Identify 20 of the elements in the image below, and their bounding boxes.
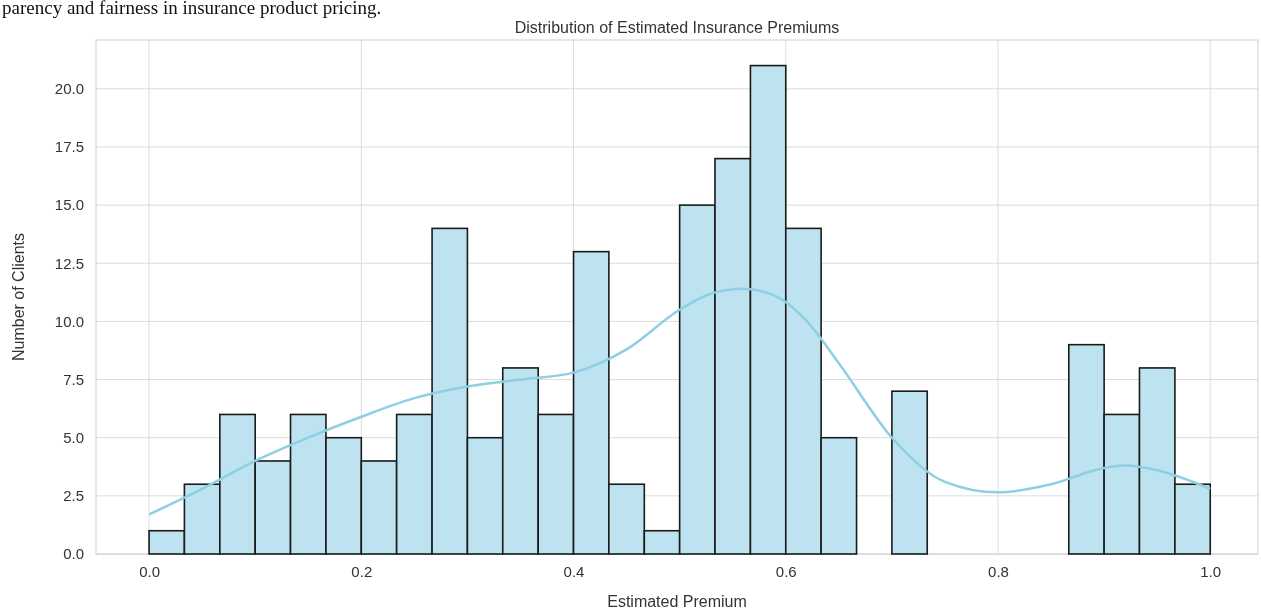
- text: parency and fairness in insurance product pricing.: [2, 0, 382, 18]
- x-tick-label: 1.0: [1200, 562, 1222, 580]
- y-tick-label: 17.5: [54, 138, 84, 156]
- x-axis-title: Estimated Premium: [607, 593, 747, 610]
- x-tick-label: 0.2: [351, 562, 373, 580]
- line-series: [147, 287, 1212, 516]
- x-tick-label: 0.4: [563, 562, 585, 580]
- y-tick-label: 0.0: [63, 545, 84, 563]
- chart-title: Distribution of Estimated Insurance Premiums: [514, 19, 840, 36]
- x-tick-label: 0.6: [775, 562, 797, 580]
- y-tick-label: 2.5: [63, 487, 84, 505]
- x-tick-label: 0.0: [139, 562, 160, 580]
- y-tick-label: 15.0: [54, 196, 84, 214]
- y-tick-label: 20.0: [54, 80, 84, 98]
- x-tick-label: 0.8: [988, 562, 1009, 580]
- y-axis-title: Number of Clients: [10, 232, 27, 362]
- y-tick-label: 12.5: [54, 254, 84, 272]
- y-tick-label: 7.5: [63, 370, 84, 388]
- y-tick-label: 10.0: [54, 312, 84, 330]
- y-tick-label: 5.0: [63, 429, 84, 447]
